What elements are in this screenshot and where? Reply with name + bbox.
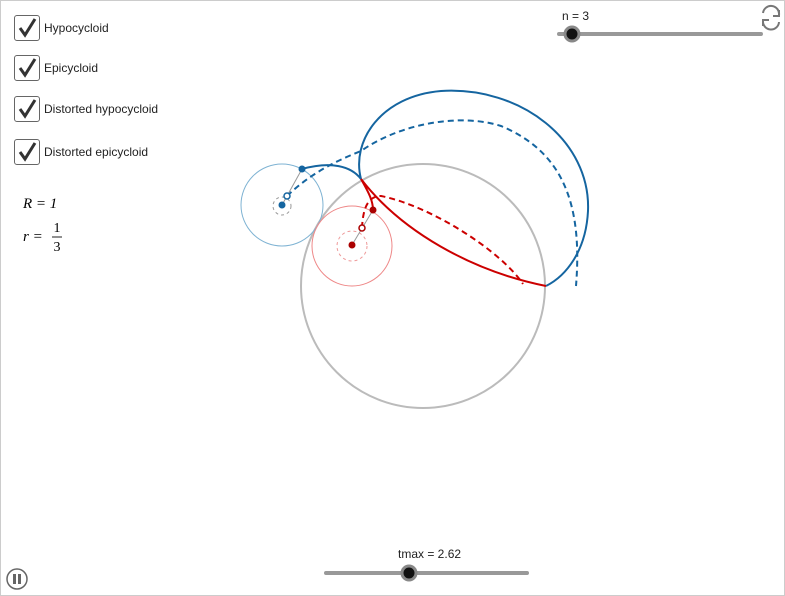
slider-label: tmax = 2.62 [398,547,462,561]
checkbox-label: Hypocycloid [44,21,109,35]
checkbox[interactable]: Hypocycloid [14,15,109,41]
point[interactable] [298,165,306,173]
point[interactable] [369,206,377,214]
formula: R = 1 [22,196,57,212]
tmax-slider-knob[interactable] [400,564,418,582]
denominator: 3 [54,240,61,255]
pause-button[interactable] [6,568,28,590]
epi-inner-circle [272,196,292,216]
numerator: 1 [54,221,61,236]
slider-label: n = 3 [562,9,590,23]
distorted-hypocycloid [361,194,524,285]
checkbox-label: Distorted hypocycloid [44,102,159,116]
reset-button[interactable] [762,4,781,31]
epi-rolling-circle [240,163,324,247]
n-slider-knob[interactable] [563,25,581,43]
checkbox-label: Distorted epicycloid [44,145,149,159]
point[interactable] [283,192,291,200]
reset-icon [762,10,780,26]
hypo-rolling-circle [311,205,393,287]
point[interactable] [358,224,366,232]
checkbox[interactable]: Epicycloid [14,55,98,81]
checkbox[interactable]: Distorted epicycloid [14,139,148,165]
checkbox-label: Epicycloid [44,61,99,75]
hypocycloid [360,178,547,287]
pause-icon [13,574,16,584]
pause-icon [18,574,21,584]
epicycloid [301,89,590,287]
distorted-epicycloid [286,119,579,287]
point[interactable] [348,241,356,249]
hypo-inner-circle [336,230,368,262]
checkbox[interactable]: Distorted hypocycloid [14,96,158,122]
point[interactable] [278,201,286,209]
formula: r = [23,229,43,245]
epi-arm [281,168,303,206]
fixed-circle [300,163,546,409]
